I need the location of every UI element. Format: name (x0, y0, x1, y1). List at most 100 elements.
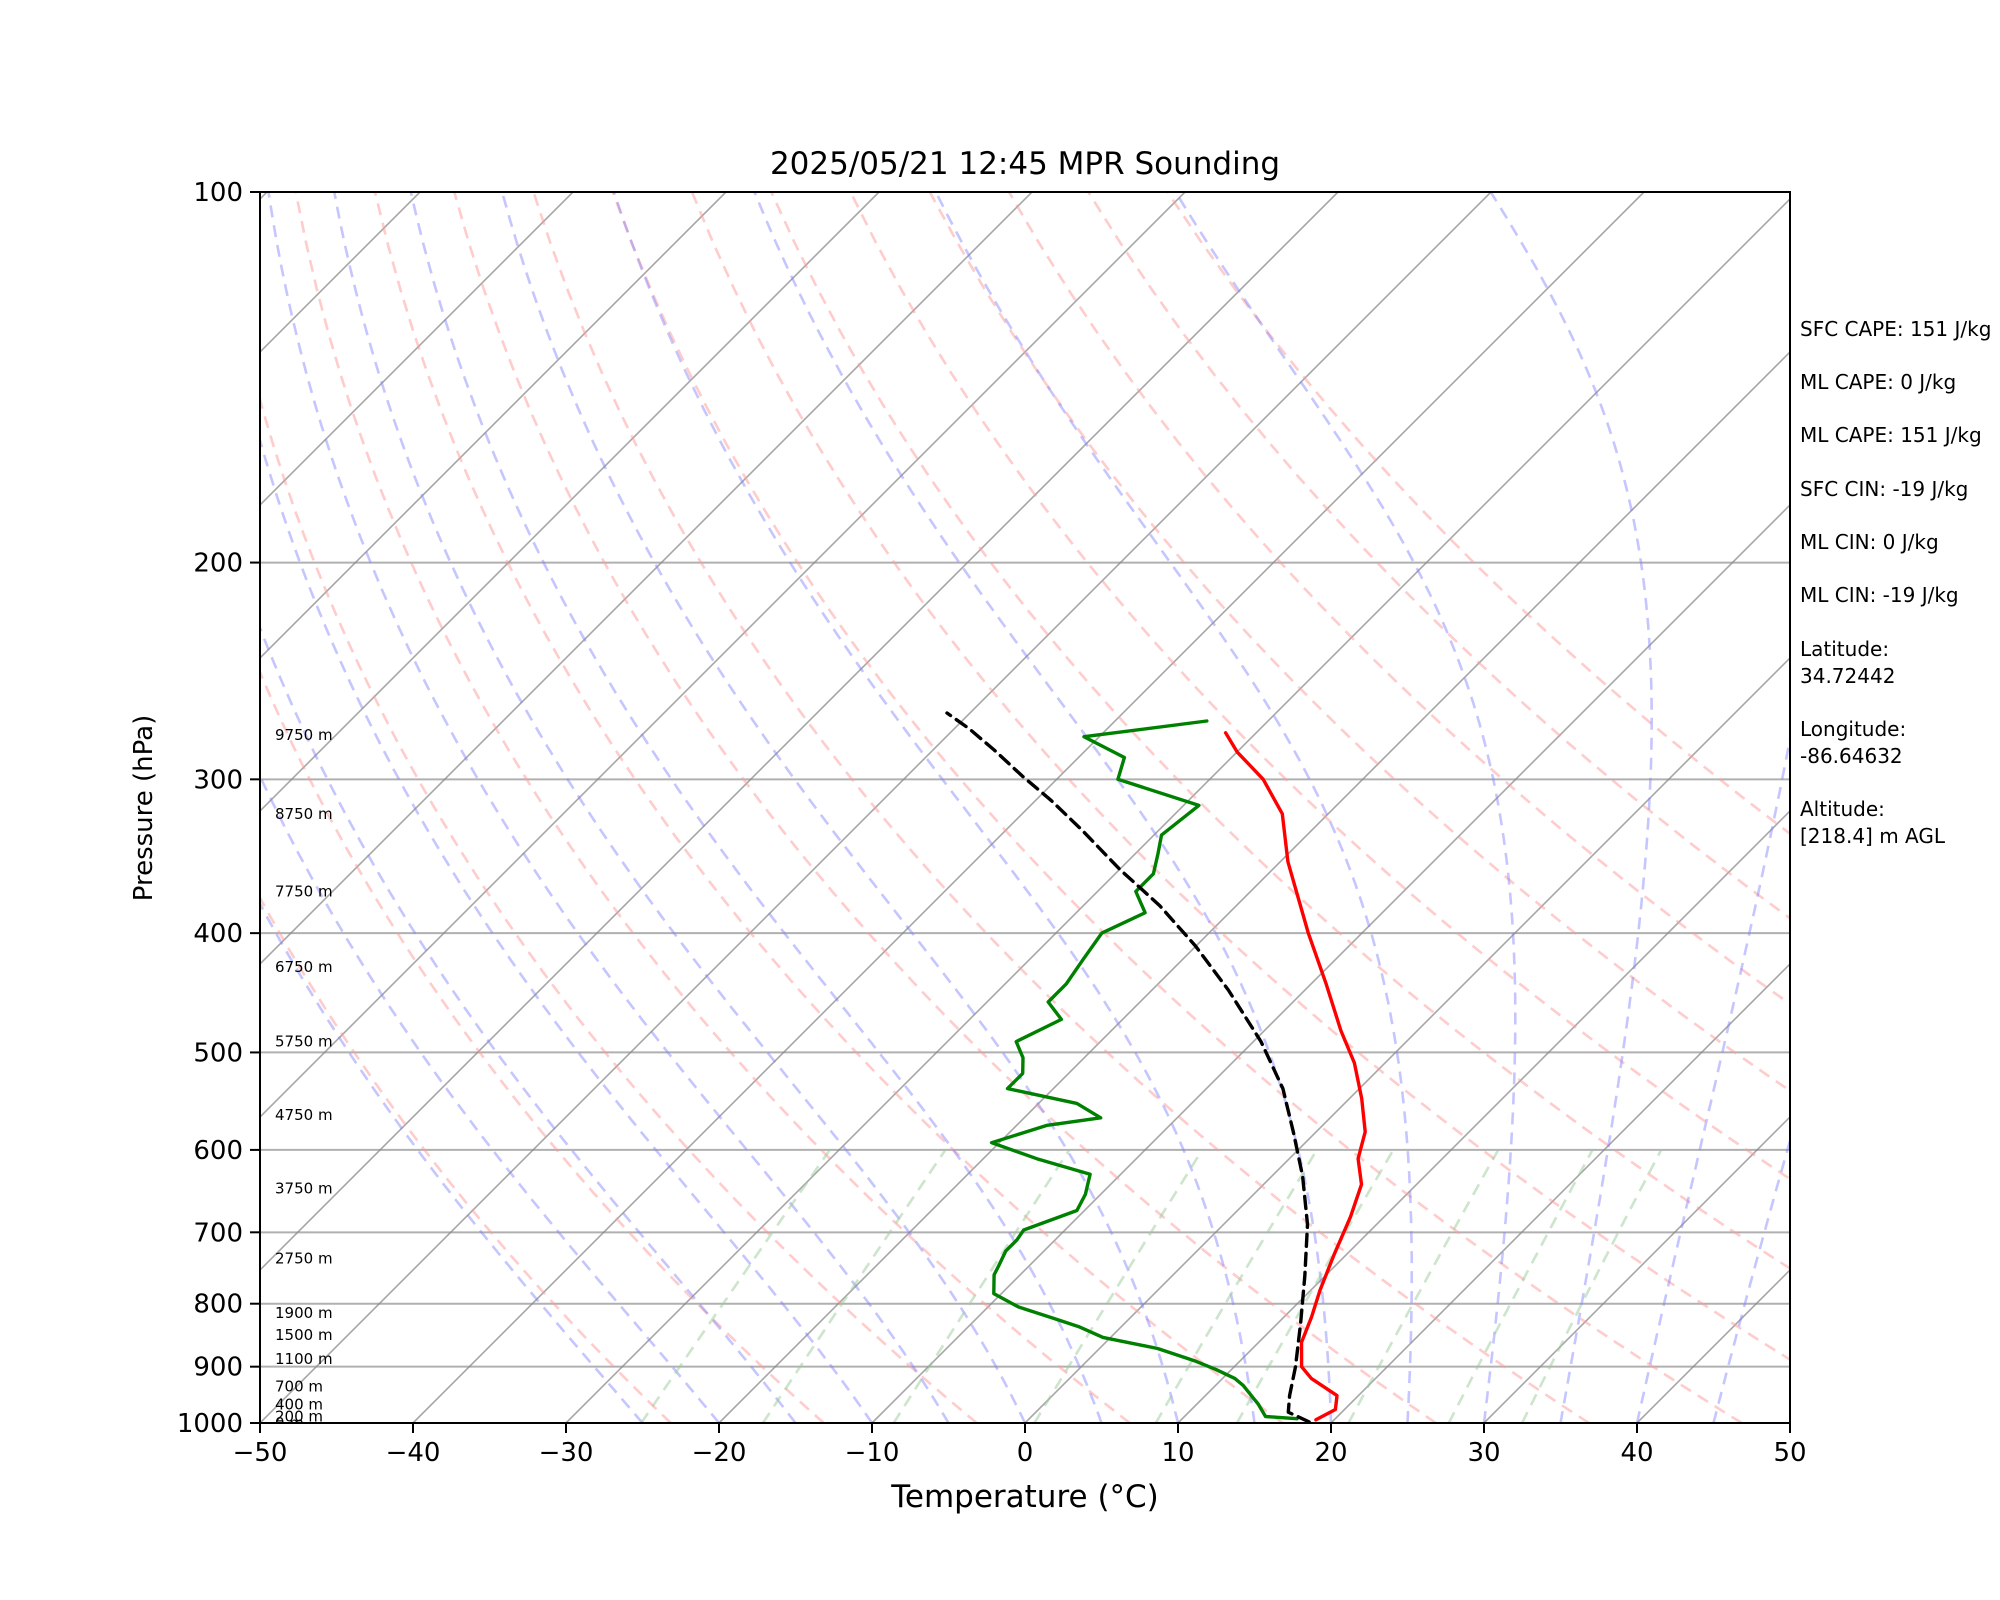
isotherm-line (1483, 1115, 1790, 1423)
parcel-profile (945, 711, 1311, 1423)
y-tick-label: 1000 (177, 1409, 243, 1439)
dry-adiabat-line (453, 192, 1437, 1423)
altitude-value: [218.4] m AGL (1800, 824, 1946, 848)
isotherm-line (565, 197, 1790, 1423)
x-tick-label: 30 (1467, 1438, 1500, 1468)
isotherm-line (871, 503, 1790, 1423)
moist-adiabat-line (267, 192, 950, 1423)
y-tick-label: 700 (193, 1218, 243, 1248)
dry-adiabat-line (690, 192, 1790, 1362)
moist-adiabat-line (612, 192, 1256, 1423)
ml-cape-stat-2: ML CAPE: 151 J/kg (1800, 423, 1982, 447)
height-label: 1100 m (275, 1350, 333, 1368)
dewpoint-profile (989, 719, 1299, 1421)
x-tick-label: 40 (1620, 1438, 1653, 1468)
x-tick-label: −30 (539, 1438, 594, 1468)
height-label: 0 m (275, 1414, 304, 1432)
isotherm-line (718, 350, 1790, 1423)
height-label: 9750 m (275, 726, 333, 744)
moist-adiabat-line (333, 192, 1027, 1423)
mixing-ratio-line (640, 1149, 831, 1423)
x-tick-label: 10 (1161, 1438, 1194, 1468)
x-tick-label: 50 (1773, 1438, 1806, 1468)
ml-cape-stat: ML CAPE: 0 J/kg (1800, 370, 1957, 394)
mixing-ratio-line (1520, 1149, 1663, 1423)
height-label: 5750 m (275, 1033, 333, 1051)
dry-adiabat-line (260, 895, 672, 1423)
isotherm-line (412, 192, 1645, 1423)
plot-frame (259, 191, 1791, 1424)
isotherm-line (1330, 962, 1790, 1423)
y-tick-label: 300 (193, 765, 243, 795)
altitude-label: Altitude: (1800, 797, 1885, 821)
dry-adiabat-line (373, 192, 1284, 1423)
mixing-ratio-line (1447, 1149, 1594, 1423)
y-axis-label: Pressure (hPa) (129, 715, 159, 902)
isotherm-line (1177, 809, 1790, 1423)
temperature-profile (1223, 731, 1367, 1422)
latitude-value: 34.72442 (1800, 664, 1896, 688)
y-tick-label: 200 (193, 549, 243, 579)
moist-adiabat-line (260, 435, 874, 1423)
moist-adiabat-line (1712, 1135, 1790, 1423)
height-label: 700 m (275, 1377, 323, 1395)
x-tick-label: −50 (233, 1438, 288, 1468)
x-tick-label: −10 (845, 1438, 900, 1468)
isotherm-line (1024, 656, 1790, 1423)
ml-cin-stat: ML CIN: 0 J/kg (1800, 530, 1939, 554)
height-label: 7750 m (275, 882, 333, 900)
moist-adiabat-line (409, 192, 1103, 1423)
dry-adiabat-line (849, 192, 1790, 1181)
moist-adiabat-line (500, 192, 1180, 1423)
moist-adiabat-line (1489, 192, 1653, 1423)
mixing-ratio-line (1033, 1149, 1204, 1423)
dry-adiabat-line (1007, 192, 1790, 1006)
y-tick-label: 600 (193, 1136, 243, 1166)
height-label: 8750 m (275, 805, 333, 823)
longitude-value: -86.64632 (1800, 744, 1903, 768)
x-tick-label: −20 (692, 1438, 747, 1468)
y-tick-label: 900 (193, 1353, 243, 1383)
x-axis-label: Temperature (°C) (890, 1479, 1159, 1515)
y-tick-label: 100 (193, 178, 243, 208)
mixing-ratio-line (1235, 1149, 1395, 1423)
y-tick-label: 500 (193, 1038, 243, 1068)
isotherm-line (260, 192, 727, 660)
isotherm-line (260, 192, 1186, 1119)
isotherm-line (260, 192, 1339, 1272)
height-label: 400 m (275, 1396, 323, 1414)
mixing-ratio-line (892, 1149, 1071, 1423)
sfc-cin-stat: SFC CIN: -19 J/kg (1800, 477, 1969, 501)
x-tick-label: 0 (1017, 1438, 1034, 1468)
isotherm-line (260, 192, 1033, 966)
isotherm-line (260, 192, 574, 507)
y-tick-label: 400 (193, 919, 243, 949)
mixing-ratio-line (761, 1149, 947, 1423)
sfc-cape-stat: SFC CAPE: 151 J/kg (1800, 317, 1992, 341)
height-label: 1900 m (275, 1304, 333, 1322)
isotherm-line (260, 192, 880, 813)
dry-adiabat-line (1166, 192, 1790, 836)
height-label: 1500 m (275, 1326, 333, 1344)
mixing-ratio-line (1347, 1149, 1500, 1423)
chart-title: 2025/05/21 12:45 MPR Sounding (770, 146, 1280, 182)
dry-adiabat-line (770, 192, 1790, 1271)
height-label: 200 m (275, 1408, 323, 1426)
moist-adiabat-line (1635, 732, 1790, 1423)
dry-adiabat-line (260, 394, 978, 1423)
axes: −50 −40 −30 −20 −10 0 10 20 30 40 50 1000 900 800 700 6… (177, 178, 1807, 1468)
height-label: 2750 m (275, 1249, 333, 1267)
dry-adiabat-line (611, 192, 1743, 1423)
latitude-label: Latitude: (1800, 637, 1890, 661)
dry-adiabat-line (532, 192, 1590, 1423)
mixing-ratio-line (1154, 1149, 1318, 1423)
moist-adiabat-line (1174, 192, 1517, 1423)
moist-adiabat-line (934, 192, 1413, 1423)
x-tick-label: 20 (1314, 1438, 1347, 1468)
dry-adiabat-line (260, 669, 825, 1423)
height-label: 3750 m (275, 1180, 333, 1198)
moist-adiabat-line (260, 624, 797, 1423)
